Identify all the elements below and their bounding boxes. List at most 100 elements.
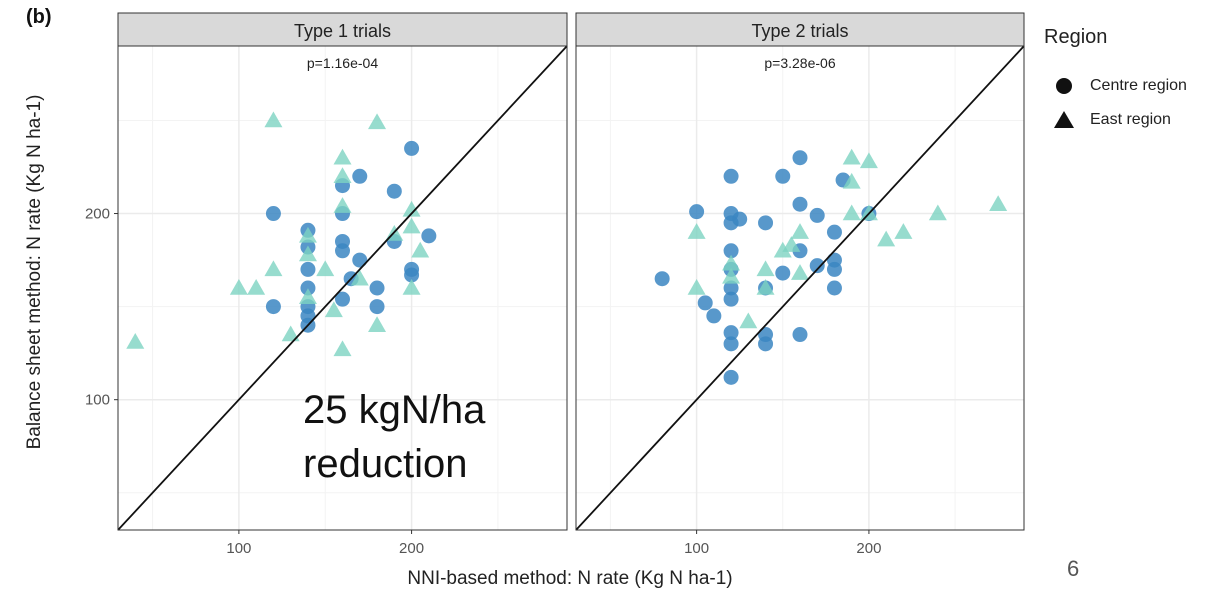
data-point-centre (369, 299, 385, 315)
data-point-east (411, 241, 430, 258)
data-point-east (350, 269, 369, 286)
data-point-centre (300, 280, 316, 296)
slide-number: 6 (1067, 556, 1080, 581)
legend-item-centre: Centre region (1052, 76, 1187, 96)
data-point-east (842, 172, 861, 189)
data-point-east (402, 217, 421, 234)
data-point-east (877, 230, 896, 247)
data-point-centre (792, 150, 808, 166)
data-point-east (739, 312, 758, 329)
data-point-east (298, 245, 317, 262)
data-point-east (859, 152, 878, 169)
facet-strip-label: Type 2 trials (751, 21, 848, 41)
data-point-east (687, 223, 706, 239)
data-point-east (402, 200, 421, 217)
data-point-centre (723, 168, 739, 184)
legend-label-centre: Centre region (1090, 77, 1187, 94)
data-point-centre (352, 168, 368, 184)
data-point-east (402, 279, 421, 295)
x-tick-label: 200 (399, 540, 424, 557)
circle-icon (1052, 76, 1076, 96)
x-tick-label: 100 (226, 540, 251, 557)
facet-strip-label: Type 1 trials (294, 21, 391, 41)
data-point-east (298, 226, 317, 243)
data-point-centre (758, 336, 774, 352)
data-point-centre (689, 204, 705, 220)
data-point-east (368, 113, 387, 130)
data-point-east (281, 325, 300, 342)
data-point-east (756, 260, 775, 277)
data-point-centre (732, 211, 748, 227)
panel-border (575, 45, 1025, 531)
data-point-centre (300, 261, 316, 277)
data-point-east (722, 267, 741, 284)
data-point-east (298, 288, 317, 305)
data-point-east (791, 223, 809, 239)
p-value-annotation: p=3.28e-06 (764, 55, 835, 71)
data-point-east (368, 316, 387, 332)
facet-strip (117, 12, 568, 47)
data-point-east (756, 279, 775, 295)
data-point-centre (723, 291, 739, 307)
data-point-centre (265, 299, 281, 315)
data-point-east (722, 254, 741, 271)
legend: Region Centre region East region (1030, 18, 1220, 148)
x-tick-label: 100 (684, 540, 709, 557)
reduction-annotation: 25 kgN/ha reduction (303, 383, 485, 491)
data-point-centre (775, 265, 791, 281)
data-point-east (264, 111, 283, 128)
p-value-annotation: p=1.16e-04 (307, 55, 378, 71)
data-point-east (687, 279, 706, 295)
reference-line (575, 45, 1025, 531)
data-point-east (324, 301, 343, 318)
data-point-east (333, 148, 352, 165)
data-point-centre (265, 206, 281, 222)
y-tick-label: 100 (85, 392, 110, 409)
legend-label-east: East region (1090, 111, 1171, 128)
legend-item-east: East region (1052, 110, 1171, 130)
reference-line (117, 45, 568, 531)
data-point-east (247, 279, 266, 295)
data-point-east (928, 204, 947, 221)
data-point-east (842, 148, 861, 165)
reduction-annotation-line-2: reduction (303, 442, 468, 486)
data-point-east (989, 195, 1008, 211)
data-point-centre (335, 291, 350, 307)
data-point-east (333, 167, 352, 184)
data-point-centre (421, 228, 437, 244)
reduction-annotation-line-1: 25 kgN/ha (303, 388, 486, 432)
data-point-east (264, 260, 283, 277)
data-point-centre (386, 183, 402, 199)
data-point-centre (723, 243, 739, 259)
data-point-east (333, 197, 352, 213)
data-point-centre (792, 327, 808, 343)
x-axis-label: NNI-based method: N rate (Kg N ha-1) (407, 568, 732, 589)
data-point-east (842, 204, 861, 221)
data-point-east (782, 236, 801, 252)
data-point-east (229, 279, 248, 295)
data-point-centre (723, 280, 739, 296)
data-point-east (333, 340, 352, 357)
data-point-centre (758, 215, 774, 231)
y-tick-label: 200 (85, 206, 110, 223)
data-point-centre (404, 261, 420, 277)
y-axis-label: Balance sheet method: N rate (Kg N ha-1) (24, 95, 45, 450)
facet-strip (575, 12, 1025, 47)
data-point-centre (775, 168, 791, 184)
data-point-east (316, 260, 335, 277)
data-point-east (773, 241, 792, 258)
data-point-centre (723, 325, 739, 341)
data-point-east (894, 223, 913, 239)
data-point-centre (404, 140, 420, 156)
data-point-centre (723, 336, 739, 352)
x-tick-label: 200 (856, 540, 881, 557)
data-point-centre (792, 196, 808, 212)
data-point-centre (723, 369, 739, 385)
data-point-centre (809, 258, 825, 274)
data-point-centre (654, 271, 670, 287)
legend-title: Region (1044, 26, 1108, 48)
data-point-centre (826, 224, 842, 240)
data-point-centre (352, 252, 368, 268)
data-point-east (791, 264, 809, 280)
panel-border (117, 45, 568, 531)
